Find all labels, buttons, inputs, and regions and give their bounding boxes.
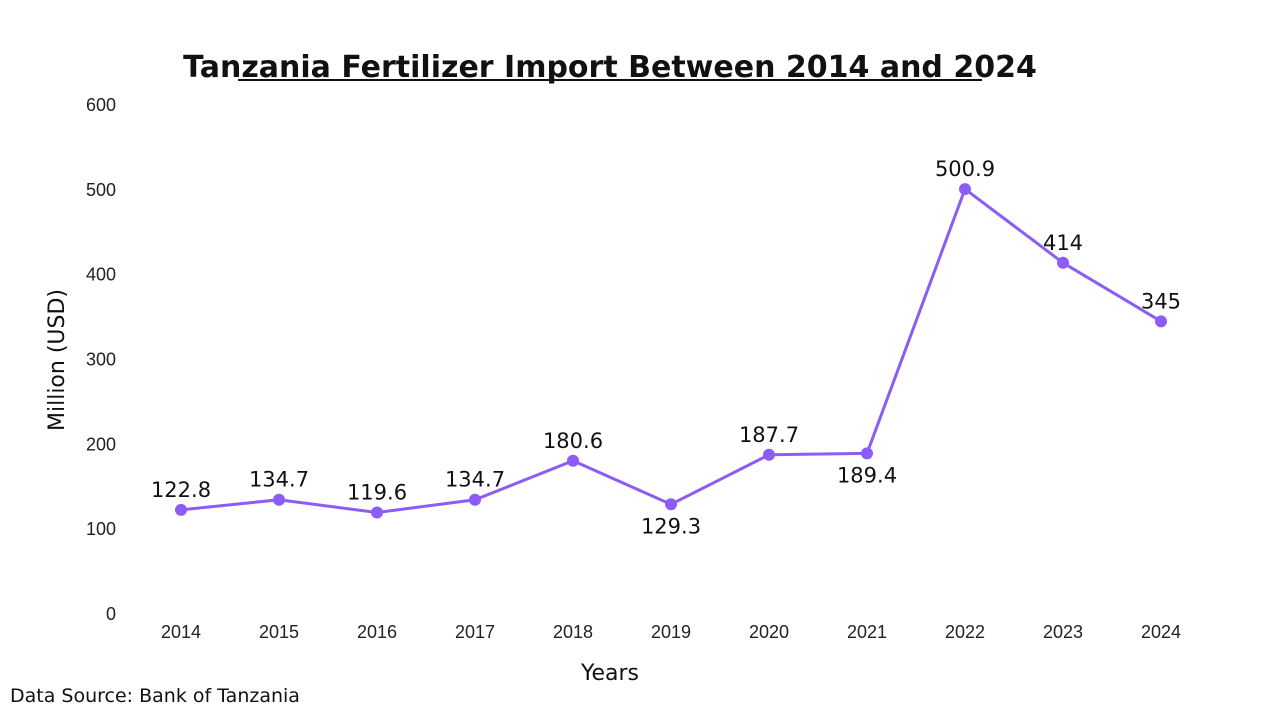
data-point [273,493,285,506]
x-tick-label: 2018 [553,622,593,642]
series-line [180,187,1162,515]
x-tick-label: 2017 [455,622,495,642]
y-axis-ticks: 0 100 200 300 400 500 600 [86,95,116,624]
x-tick-label: 2023 [1043,622,1083,642]
data-label: 345 [1141,289,1181,313]
x-tick-label: 2021 [847,622,887,642]
y-tick-label: 600 [86,95,116,115]
data-point [567,454,579,467]
x-tick-label: 2015 [259,622,299,642]
data-point [469,493,481,506]
data-label: 189.4 [837,463,897,487]
data-point [665,498,677,511]
x-tick-label: 2024 [1141,622,1181,642]
x-tick-label: 2019 [651,622,691,642]
data-point [959,183,971,196]
y-tick-label: 0 [106,604,116,624]
x-tick-label: 2020 [749,622,789,642]
x-tick-label: 2014 [161,622,201,642]
data-label: 122.8 [151,478,211,502]
data-source-note: Data Source: Bank of Tanzania [10,685,300,707]
data-label: 129.3 [641,514,701,538]
data-label: 180.6 [543,429,603,453]
data-point [371,506,383,519]
y-tick-label: 100 [86,519,116,539]
data-label: 134.7 [445,468,505,492]
data-label: 134.7 [249,468,309,492]
y-tick-label: 300 [86,350,116,370]
data-point [175,503,187,516]
data-point [1057,256,1069,269]
data-labels: 122.8 134.7 119.6 134.7 180.6 129.3 187.7 189.4… [151,157,1181,538]
data-label: 187.7 [739,423,799,447]
x-tick-label: 2022 [945,622,985,642]
data-label: 414 [1043,231,1083,255]
x-tick-label: 2016 [357,622,397,642]
data-label: 119.6 [347,481,407,505]
data-point [861,447,873,460]
x-axis-ticks: 2014 2015 2016 2017 2018 2019 2020 2021 2022 2023… [161,622,1181,642]
y-tick-label: 500 [86,180,116,200]
y-axis-label: Million (USD) [45,289,70,431]
y-tick-label: 400 [86,265,116,285]
data-points [175,183,1167,519]
data-label: 500.9 [935,157,995,181]
y-tick-label: 200 [86,434,116,454]
data-point [763,448,775,461]
data-point [1155,315,1167,328]
x-axis-label: Years [580,661,639,686]
